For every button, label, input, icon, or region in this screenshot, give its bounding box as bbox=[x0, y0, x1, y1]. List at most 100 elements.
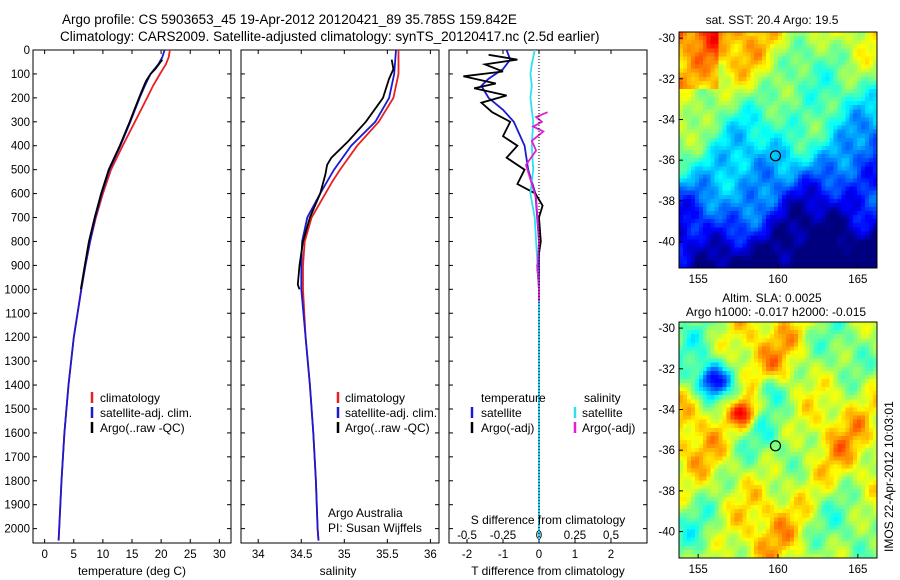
series-line-s-argo-adj- bbox=[525, 111, 548, 302]
argo-float-marker bbox=[769, 150, 782, 162]
y-tick-label: 100 bbox=[11, 69, 30, 81]
salinity-axes bbox=[240, 49, 440, 544]
top-tick-label: 0.5 bbox=[603, 530, 619, 542]
imos-credit: IMOS 22-Apr-2012 10:03:01 bbox=[882, 401, 896, 552]
y-tick-label: 0 bbox=[24, 45, 30, 57]
y-tick-label: 400 bbox=[11, 141, 30, 153]
legend-label-s-argo: Argo(-adj) bbox=[582, 421, 635, 435]
top-tick-label: -0.5 bbox=[457, 530, 477, 542]
map-x-tick-label: 160 bbox=[768, 564, 787, 576]
y-tick-label: 900 bbox=[11, 260, 30, 272]
series-line-t-satellite bbox=[480, 50, 540, 541]
x-tick-label: 2 bbox=[608, 549, 614, 561]
x-tick-label: 0 bbox=[536, 549, 542, 561]
y-tick-label: 1700 bbox=[4, 452, 30, 464]
x-tick-label: 36 bbox=[424, 549, 437, 561]
series-line-satellite-adj-clim- bbox=[300, 50, 397, 541]
y-tick-label: 1500 bbox=[4, 404, 30, 416]
y-tick-label: 800 bbox=[11, 236, 30, 248]
figure-title-line1: Argo profile: CS 5903653_45 19-Apr-2012 … bbox=[62, 12, 517, 27]
legend-label-climatology: climatology bbox=[345, 391, 405, 405]
legend-label-t-satellite: satellite bbox=[481, 406, 522, 420]
x-tick-label: 35 bbox=[338, 549, 351, 561]
y-tick-label: 1600 bbox=[4, 428, 30, 440]
map-x-tick-label: 165 bbox=[848, 564, 867, 576]
x-tick-label: -1 bbox=[498, 549, 508, 561]
argo-float-marker bbox=[769, 440, 782, 452]
x-tick-label: 15 bbox=[126, 549, 139, 561]
top-tick-label: 0.25 bbox=[564, 530, 586, 542]
x-tick-label: 1 bbox=[572, 549, 578, 561]
x-tick-label: 25 bbox=[184, 549, 197, 561]
legend-label-climatology: climatology bbox=[100, 391, 160, 405]
org-label: Argo Australia bbox=[328, 506, 403, 520]
y-tick-label: 1200 bbox=[4, 332, 30, 344]
map-x-tick-label: 165 bbox=[848, 274, 867, 286]
map-y-tick-label: -38 bbox=[658, 196, 675, 208]
legend-label-argo: Argo(..raw -QC) bbox=[100, 421, 185, 435]
map-y-tick-label: -30 bbox=[658, 33, 675, 45]
sst-map-title: sat. SST: 20.4 Argo: 19.5 bbox=[706, 13, 839, 27]
map-y-tick-label: -40 bbox=[658, 527, 675, 539]
x-tick-label: 10 bbox=[96, 549, 109, 561]
x-tick-label: 20 bbox=[155, 549, 168, 561]
y-tick-label: 600 bbox=[11, 189, 30, 201]
x-tick-label: 34 bbox=[252, 549, 265, 561]
sst-map-image bbox=[679, 32, 877, 268]
legend-label-t-argo: Argo(-adj) bbox=[481, 421, 534, 435]
series-line-argo-raw-qc- bbox=[79, 59, 164, 290]
x-tick-label: 0 bbox=[41, 549, 47, 561]
x-tick-label: 35.5 bbox=[376, 549, 398, 561]
difference-xlabel: T difference from climatology bbox=[471, 564, 625, 578]
x-tick-label: -2 bbox=[462, 549, 472, 561]
pi-label: PI: Susan Wijffels bbox=[328, 521, 422, 535]
y-tick-label: 1400 bbox=[4, 380, 30, 392]
x-tick-label: 5 bbox=[71, 549, 77, 561]
series-line-argo-raw-qc- bbox=[296, 59, 395, 290]
map-y-tick-label: -34 bbox=[658, 114, 675, 126]
salinity-xlabel: salinity bbox=[320, 564, 357, 578]
map-y-tick-label: -38 bbox=[658, 486, 675, 498]
map-y-tick-label: -30 bbox=[658, 323, 675, 335]
map-y-tick-label: -36 bbox=[658, 445, 675, 457]
map-y-tick-label: -32 bbox=[658, 74, 675, 86]
y-tick-label: 500 bbox=[11, 165, 30, 177]
temperature-legend: climatology satellite-adj. clim. Argo(..… bbox=[90, 391, 192, 435]
map-x-tick-label: 155 bbox=[689, 274, 708, 286]
map-y-tick-label: -32 bbox=[658, 364, 675, 376]
series-line-t-argo-adj- bbox=[463, 53, 544, 290]
x-tick-label: 30 bbox=[213, 549, 226, 561]
legend-title-salinity: salinity bbox=[584, 391, 621, 405]
legend-label-argo: Argo(..raw -QC) bbox=[345, 421, 430, 435]
y-tick-label: 1000 bbox=[4, 284, 30, 296]
map-x-tick-label: 155 bbox=[689, 564, 708, 576]
y-tick-label: 1900 bbox=[4, 500, 30, 512]
map-y-tick-label: -34 bbox=[658, 404, 675, 416]
map-y-tick-label: -40 bbox=[658, 237, 675, 249]
legend-label-satellite: satellite-adj. clim. bbox=[100, 406, 192, 420]
legend-title-temperature: temperature bbox=[481, 391, 546, 405]
y-tick-label: 1300 bbox=[4, 356, 30, 368]
y-tick-label: 700 bbox=[11, 213, 30, 225]
legend-label-satellite: satellite-adj. clim. bbox=[345, 406, 437, 420]
sla-map-image bbox=[679, 322, 877, 558]
map-x-tick-label: 160 bbox=[768, 274, 787, 286]
legend-label-s-satellite: satellite bbox=[582, 406, 623, 420]
y-tick-label: 300 bbox=[11, 117, 30, 129]
difference-axes bbox=[448, 49, 648, 544]
top-tick-label: -0.25 bbox=[490, 530, 516, 542]
figure-title-line2: Climatology: CARS2009. Satellite-adjuste… bbox=[60, 29, 600, 44]
y-tick-label: 1800 bbox=[4, 476, 30, 488]
y-tick-label: 2000 bbox=[4, 524, 30, 536]
map-y-tick-label: -36 bbox=[658, 155, 675, 167]
difference-legend: temperature salinity satellite Argo(-adj… bbox=[470, 391, 635, 435]
temperature-xlabel: temperature (deg C) bbox=[78, 564, 186, 578]
sla-map-title-line1: Altim. SLA: 0.0025 bbox=[722, 291, 822, 305]
temperature-axes bbox=[32, 49, 232, 544]
salinity-legend: climatology satellite-adj. clim. Argo(..… bbox=[336, 391, 437, 435]
y-tick-label: 1100 bbox=[5, 308, 30, 320]
difference-top-label: S difference from climatology bbox=[471, 513, 626, 527]
x-tick-label: 34.5 bbox=[290, 549, 312, 561]
sla-map-title-line2: Argo h1000: -0.017 h2000: -0.015 bbox=[686, 305, 866, 319]
